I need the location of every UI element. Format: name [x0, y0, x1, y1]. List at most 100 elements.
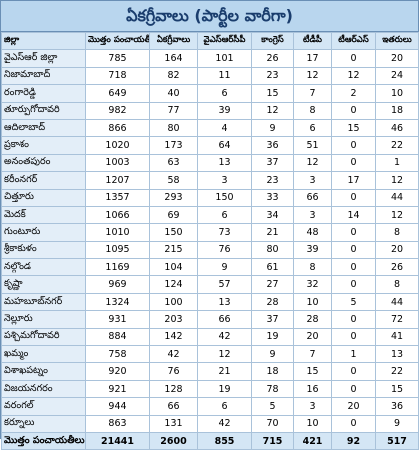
row-label: శ్రీకాకుళం — [1, 240, 86, 260]
row-label: కృష్ణా — [1, 275, 86, 294]
cell: ఏకగ్రీవాలు — [149, 31, 198, 51]
cell: 33 — [251, 188, 294, 207]
cell: 9 — [251, 118, 294, 138]
cell: 13 — [197, 153, 252, 173]
cell: 12 — [375, 171, 419, 190]
cell: 80 — [251, 240, 294, 260]
cell: 173 — [149, 136, 198, 155]
cell: 27 — [251, 275, 294, 294]
cell: 23 — [251, 66, 294, 86]
cell: 1095 — [85, 240, 150, 260]
data-row: గుంటూరు 1010 150 73 21 48 0 8 — [1, 223, 419, 242]
data-row: కర్నూలు 863 131 42 70 10 0 9 — [1, 414, 419, 433]
data-row: పశ్చిమగోదావరి 884 142 42 19 20 0 41 — [1, 327, 419, 347]
cell: 421 — [293, 431, 332, 450]
title: ఏకగ్రీవాలు (పార్టీల వారీగా) — [1, 1, 418, 32]
cell: 20 — [375, 49, 419, 68]
row-label: చిత్తూరు — [1, 188, 86, 207]
data-row: నెల్లూరు 931 203 66 37 28 0 72 — [1, 310, 419, 329]
cell: టీడీపీ — [293, 31, 332, 51]
data-row: అనంతపురం 1003 63 13 37 12 0 1 — [1, 153, 419, 173]
cell: 70 — [251, 414, 294, 433]
cell: 19 — [251, 327, 294, 347]
cell: 4 — [197, 118, 252, 138]
cell: 124 — [149, 275, 198, 294]
cell: 1010 — [85, 223, 150, 242]
data-row: ఆదిలాబాద్ 866 80 4 9 6 15 46 — [1, 118, 419, 138]
cell: వైఎస్ఆర్‌సీపీ — [197, 31, 252, 51]
data-row: వైఎస్ఆర్ జిల్లా 785 164 101 26 17 0 20 — [1, 49, 419, 68]
cell: 17 — [331, 171, 376, 190]
cell: 164 — [149, 49, 198, 68]
cell: 0 — [331, 362, 376, 381]
cell: 3 — [293, 397, 332, 416]
cell: 0 — [331, 136, 376, 155]
cell: 649 — [85, 84, 150, 103]
cell: 15 — [375, 379, 419, 399]
cell: 15 — [331, 118, 376, 138]
cell: 6 — [197, 84, 252, 103]
row-label: గుంటూరు — [1, 223, 86, 242]
cell: 10 — [293, 414, 332, 433]
cell: 63 — [149, 153, 198, 173]
cell: 58 — [149, 171, 198, 190]
row-label: రంగారెడ్డి — [1, 84, 86, 103]
cell: 101 — [197, 49, 252, 68]
cell: 46 — [375, 118, 419, 138]
cell: 13 — [375, 345, 419, 364]
cell: 66 — [149, 397, 198, 416]
cell: 51 — [293, 136, 332, 155]
cell: 18 — [251, 362, 294, 381]
cell: 20 — [293, 327, 332, 347]
cell: 21 — [197, 362, 252, 381]
data-row: విజయనగరం 921 128 19 78 16 0 15 — [1, 379, 419, 399]
data-row: వరంగల్ 944 66 6 5 3 20 36 — [1, 397, 419, 416]
cell: 10 — [293, 292, 332, 312]
cell: 5 — [251, 397, 294, 416]
cell: 1 — [331, 345, 376, 364]
cell: 10 — [375, 84, 419, 103]
header-row: జిల్లామొత్తం పంచాయతీలుఏకగ్రీవాలువైఎస్ఆర్… — [1, 31, 419, 51]
cell: 982 — [85, 101, 150, 120]
cell: 0 — [331, 310, 376, 329]
data-row: మహబూబ్‌నగర్ 1324 100 13 28 10 5 44 — [1, 292, 419, 312]
cell: 14 — [331, 205, 376, 225]
cell: 23 — [251, 171, 294, 190]
cell: 0 — [331, 188, 376, 207]
cell: 3 — [293, 171, 332, 190]
cell: 18 — [375, 101, 419, 120]
data-row: ఖమ్మం 758 42 12 9 7 1 13 — [1, 345, 419, 364]
cell: 64 — [197, 136, 252, 155]
cell: 39 — [197, 101, 252, 120]
row-label: కర్నూలు — [1, 414, 86, 433]
cell: 36 — [375, 397, 419, 416]
cell: 150 — [149, 223, 198, 242]
cell: 1324 — [85, 292, 150, 312]
cell: 2600 — [149, 431, 198, 450]
cell: 3 — [293, 205, 332, 225]
cell: కాంగ్రెస్ — [251, 31, 294, 51]
cell: 1357 — [85, 188, 150, 207]
row-label: మొత్తం పంచాయతీలు — [1, 431, 86, 450]
cell: 785 — [85, 49, 150, 68]
data-row: కరీంనగర్ 1207 58 3 23 3 17 12 — [1, 171, 419, 190]
cell: 0 — [331, 327, 376, 347]
cell: 1020 — [85, 136, 150, 155]
cell: 855 — [197, 431, 252, 450]
cell: 12 — [331, 66, 376, 86]
cell: 0 — [331, 153, 376, 173]
cell: 42 — [197, 327, 252, 347]
cell: 22 — [375, 136, 419, 155]
data-row: చిత్తూరు 1357 293 150 33 66 0 44 — [1, 188, 419, 207]
cell: 8 — [375, 223, 419, 242]
cell: 17 — [293, 49, 332, 68]
cell: 12 — [375, 205, 419, 225]
cell: 884 — [85, 327, 150, 347]
cell: 758 — [85, 345, 150, 364]
cell: 13 — [197, 292, 252, 312]
cell: 36 — [251, 136, 294, 155]
cell: 7 — [293, 84, 332, 103]
cell: 77 — [149, 101, 198, 120]
row-label: నిజామాబాద్ — [1, 66, 86, 86]
